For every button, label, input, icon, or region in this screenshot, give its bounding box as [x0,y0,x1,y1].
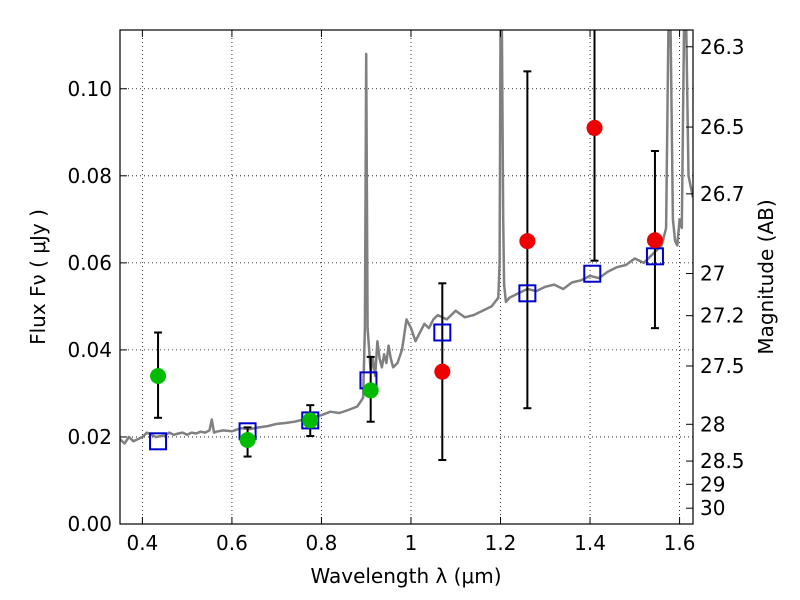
model-box-marker [518,284,537,303]
right-tick-label: 26.3 [700,35,745,59]
x-tick-label: 1.2 [485,531,517,555]
x-tick-label: 0.8 [306,531,338,555]
x-tick-label: 1.4 [574,531,606,555]
x-tick-label: 1 [405,531,418,555]
green-data-point [302,412,319,429]
red-data-point [434,363,451,380]
data-layer [120,30,693,462]
y-tick-label: 0.00 [67,512,112,536]
right-tick-label: 27 [700,262,725,286]
model-box-marker [645,247,664,266]
x-axis-label: Wavelength λ (μm) [310,564,501,588]
model-box-marker [149,432,168,451]
right-tick-label: 30 [700,496,725,520]
x-tick-label: 1.6 [664,531,696,555]
green-data-point [150,368,167,385]
right-tick-label: 27.5 [700,354,745,378]
right-tick-label: 28 [700,412,725,436]
model-box-marker [583,264,602,283]
right-axis-label: Magnitude (AB) [754,199,778,354]
y-tick-label: 0.08 [67,164,112,188]
y-tick-label: 0.06 [67,251,112,275]
plot-frame [119,29,694,525]
x-tick-label: 0.6 [216,531,248,555]
right-tick-label: 28.5 [700,449,745,473]
axis-ticks: 0.4 0.6 0.8 1 1.2 1.4 1.6 0.00 0.02 0.04 0.06 0.08 0… [67,30,745,555]
green-data-point [239,431,256,448]
red-data-point [519,233,536,250]
red-data-point [646,232,663,249]
right-tick-label: 27.2 [700,304,745,328]
model-spectrum-line [120,30,693,445]
right-tick-label: 29 [700,472,725,496]
right-tick-label: 26.7 [700,182,745,206]
x-tick-label: 0.4 [126,531,158,555]
model-box-marker [433,323,452,342]
y-axis-label: Flux Fν ( μJy ) [26,209,50,345]
green-data-point [362,382,379,399]
y-tick-label: 0.10 [67,77,112,101]
y-tick-label: 0.02 [67,425,112,449]
right-tick-label: 26.5 [700,115,745,139]
y-tick-label: 0.04 [67,338,112,362]
red-data-point [586,119,603,136]
plot-background [120,30,693,524]
